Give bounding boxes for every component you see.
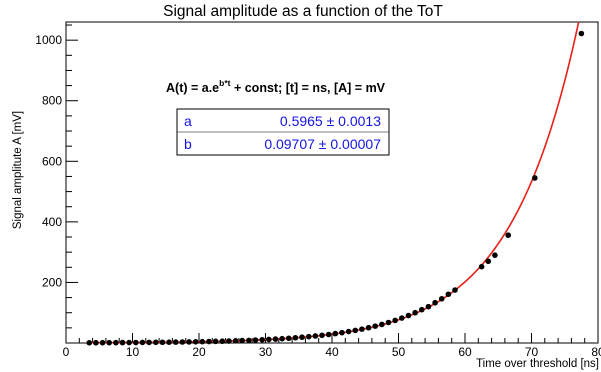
data-point	[119, 339, 126, 346]
data-point	[352, 327, 359, 334]
data-point	[345, 328, 352, 335]
data-point	[199, 338, 206, 345]
y-tick-label: 800	[42, 94, 62, 108]
data-point	[392, 317, 398, 324]
y-tick-label: 200	[42, 275, 62, 289]
plot-border	[65, 21, 599, 344]
x-tick-label: 10	[126, 345, 140, 359]
data-point	[359, 326, 365, 332]
data-point	[319, 332, 325, 339]
x-tick-label: 80	[591, 345, 601, 359]
data-point	[452, 287, 458, 293]
y-tick-label: 600	[42, 154, 62, 168]
fit-curve	[89, 21, 580, 344]
x-axis-label: Time over threshold [ns]	[476, 358, 599, 370]
formula-suffix: + const; [t] = ns, [A] = mV	[230, 81, 385, 95]
fit-parameters-box: a 0.5965 ± 0.0013 b 0.09707 ± 0.00007	[176, 108, 390, 156]
data-point	[133, 339, 139, 346]
data-point	[246, 337, 252, 344]
y-axis-label: Signal amplitute A [mV]	[12, 111, 24, 229]
formula-prefix: A(t) = a.e	[166, 81, 219, 95]
formula-superscript: b*t	[219, 78, 231, 88]
data-point	[179, 339, 186, 345]
chart-title: Signal amplitude as a function of the To…	[163, 3, 443, 20]
data-point	[325, 331, 332, 338]
data-point	[332, 330, 339, 337]
data-point	[299, 334, 305, 341]
x-tick-label: 20	[192, 345, 206, 359]
data-point	[405, 312, 412, 319]
data-point	[166, 339, 172, 345]
data-point	[152, 339, 159, 346]
data-point	[239, 337, 246, 344]
data-point	[159, 339, 166, 346]
data-point	[226, 338, 232, 344]
y-tick-label: 1000	[35, 33, 62, 47]
x-tick-label: 50	[392, 345, 406, 359]
data-point	[285, 335, 292, 342]
data-point	[438, 295, 445, 302]
data-point	[578, 30, 585, 37]
data-point	[272, 336, 279, 342]
data-point	[172, 339, 179, 345]
data-point	[485, 258, 492, 265]
data-point	[412, 309, 418, 316]
data-point	[86, 339, 93, 346]
data-point	[139, 339, 146, 346]
param-b-value: 0.09707 ± 0.00007	[264, 136, 381, 152]
data-point	[305, 333, 312, 340]
data-point	[492, 252, 498, 258]
data-points	[86, 30, 585, 346]
param-a-name: a	[184, 113, 192, 129]
data-point	[219, 338, 226, 345]
param-b-name: b	[184, 136, 192, 152]
data-point	[505, 232, 512, 238]
x-tick-label: 60	[458, 345, 472, 359]
data-point	[99, 339, 106, 346]
y-tick-label: 400	[42, 215, 62, 229]
data-point	[259, 336, 265, 343]
data-point	[425, 303, 432, 310]
data-point	[113, 339, 119, 346]
data-point	[266, 336, 272, 343]
data-point	[212, 338, 219, 345]
data-point	[106, 339, 113, 346]
data-point	[339, 329, 345, 336]
data-point	[372, 323, 379, 329]
data-point	[146, 339, 152, 346]
data-point	[312, 333, 319, 339]
x-tick-label: 40	[325, 345, 339, 359]
data-point	[365, 324, 372, 331]
data-point	[279, 335, 285, 342]
data-point	[192, 338, 199, 345]
data-point	[445, 291, 452, 298]
data-point	[478, 263, 485, 270]
data-point	[379, 321, 385, 328]
data-point	[126, 339, 132, 346]
data-point	[532, 175, 538, 181]
x-tick-label: 70	[525, 345, 539, 359]
axis-ticks: 0 10 20 30 40 50 60 70 80 200 400 600 800 1000	[35, 24, 601, 359]
data-point	[93, 339, 99, 346]
formula-label: A(t) = a.eb*t + const; [t] = ns, [A] = m…	[166, 78, 386, 95]
data-point	[252, 337, 259, 343]
data-point	[399, 315, 405, 321]
data-point	[418, 306, 425, 313]
data-point	[292, 334, 299, 341]
param-a-value: 0.5965 ± 0.0013	[280, 113, 381, 129]
data-point	[186, 339, 192, 345]
data-point	[432, 299, 438, 306]
plot-frame	[65, 21, 599, 344]
data-point	[232, 338, 239, 344]
data-point	[385, 319, 392, 326]
data-point	[206, 338, 212, 345]
x-tick-label: 0	[63, 345, 70, 359]
x-tick-label: 30	[259, 345, 273, 359]
fit-curve-layer	[89, 21, 580, 344]
